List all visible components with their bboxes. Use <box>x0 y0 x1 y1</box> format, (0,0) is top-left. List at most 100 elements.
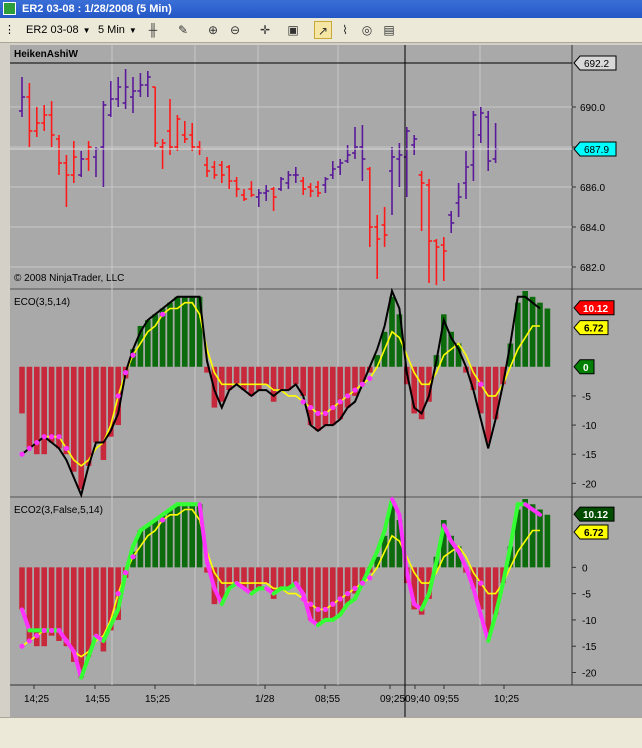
signal-dot <box>130 554 136 560</box>
histogram-bar <box>174 504 181 568</box>
histogram-bar <box>93 366 99 443</box>
signal-dot <box>34 633 40 639</box>
histogram-bar <box>300 366 306 396</box>
histogram-bar <box>537 302 543 367</box>
window-titlebar[interactable]: ER2 03-08 : 1/28/2008 (5 Min) <box>0 0 642 18</box>
eco2-line-segment <box>419 591 431 612</box>
histogram-bar <box>34 366 40 455</box>
eco2-line-segment <box>212 586 224 607</box>
osc-tick-label: -15 <box>582 450 597 461</box>
histogram-bar <box>167 302 173 367</box>
eco-zero-badge <box>573 359 595 375</box>
signal-dot <box>367 375 373 382</box>
histogram-bar <box>322 567 329 620</box>
histogram-bar <box>478 567 484 610</box>
histogram-bar <box>544 514 551 568</box>
eco-line <box>21 287 541 499</box>
window-title: ER2 03-08 : 1/28/2008 (5 Min) <box>22 3 172 15</box>
eco2-line-segment <box>86 633 98 659</box>
signal-dot <box>41 434 47 440</box>
signal-dot <box>345 393 351 399</box>
signal-dot <box>359 580 365 586</box>
histogram-bar <box>285 366 292 391</box>
chevron-down-icon: ▼ <box>128 26 137 35</box>
signal-dot <box>56 627 62 634</box>
eco2-line-segment <box>375 528 387 554</box>
histogram-bar <box>337 567 343 615</box>
instrument-selector[interactable]: ER2 03-08 ▼ <box>26 21 91 39</box>
histogram-bar <box>270 567 277 599</box>
histogram-bar <box>418 366 425 420</box>
pencil-icon[interactable]: ✎ <box>177 23 189 37</box>
grip-icon: ⋮ <box>4 24 15 36</box>
signal-dot <box>359 381 365 387</box>
crosshair-icon[interactable]: ✛ <box>259 23 271 37</box>
last-price-badge <box>573 141 617 157</box>
histogram-bar <box>167 509 173 568</box>
histogram-bar <box>367 366 373 373</box>
histogram-bar <box>241 366 247 391</box>
chevron-down-icon: ▼ <box>82 26 91 35</box>
chart-toolbar: ⋮ ER2 03-08 ▼ 5 Min ▼ ╫ ✎ ⊕ ⊖ ✛ ▣ ↗ ⌇ ◎ ▤ <box>0 18 642 43</box>
properties-icon[interactable]: ▣ <box>287 23 299 37</box>
histogram-bar <box>233 567 240 584</box>
zoom-out-icon[interactable]: ⊖ <box>229 23 241 37</box>
interval-selector[interactable]: 5 Min ▼ <box>98 21 137 39</box>
histogram-bar <box>330 366 336 426</box>
histogram-bar <box>485 567 491 636</box>
histogram-bar <box>300 567 306 594</box>
price-tick-label: 690.0 <box>580 103 605 114</box>
signal-dot <box>34 439 40 446</box>
histogram-bar <box>278 567 284 589</box>
top-price-badge <box>573 55 617 71</box>
histogram-bar <box>478 366 484 414</box>
histogram-bar <box>256 567 262 589</box>
eco2-line-segment <box>293 581 306 596</box>
signal-dot <box>345 591 351 597</box>
signal-dot <box>63 445 69 451</box>
histogram-bar <box>455 546 462 568</box>
eco2-line-segment <box>501 544 513 586</box>
histogram-bar <box>485 366 491 443</box>
eco2-line-segment <box>108 607 121 628</box>
last-price-badge-label: 687.9 <box>584 145 609 156</box>
indicators-icon[interactable]: ⌇ <box>342 23 348 37</box>
eco2-line-segment <box>471 586 483 617</box>
zoom-in-icon[interactable]: ⊕ <box>207 23 219 37</box>
data-box-icon[interactable]: ▤ <box>383 23 395 37</box>
histogram-bar <box>441 520 447 568</box>
histogram-bar <box>315 366 321 431</box>
histogram-bar <box>455 343 462 367</box>
histogram-bar <box>189 504 195 568</box>
histogram-bar <box>93 567 99 636</box>
eco2-line-segment <box>123 544 135 575</box>
histogram-bar <box>248 366 255 396</box>
histogram-bar <box>85 567 92 657</box>
time-tick-label: 1/28 <box>255 694 275 705</box>
eco2-line-segment <box>508 502 520 549</box>
instrument-label: ER2 03-08 <box>26 24 79 36</box>
histogram-bar <box>500 366 506 385</box>
signal-dot <box>322 606 328 613</box>
signal-dot <box>160 311 166 317</box>
signal-dot <box>26 445 32 451</box>
histogram-bar <box>130 349 136 367</box>
histogram-bar <box>529 504 536 568</box>
histogram-bar <box>19 366 25 414</box>
disabled-icon[interactable]: ◎ <box>361 23 373 37</box>
signal-dot <box>337 596 343 602</box>
histogram-bar <box>492 567 499 615</box>
histogram-bar <box>263 366 269 385</box>
bar-type-icon[interactable]: ╫ <box>148 23 158 37</box>
strategy-icon[interactable]: ↗ <box>314 21 332 39</box>
eco2-signal-badge <box>573 524 609 540</box>
histogram-bar <box>529 296 536 367</box>
eco2-line-segment <box>205 560 217 591</box>
eco2-value-badge <box>573 506 615 522</box>
time-tick-label: 09;55 <box>434 694 459 705</box>
histogram-bar <box>108 366 114 437</box>
signal-dot <box>115 591 121 597</box>
osc-panel-label: ECO2(3,False,5,14) <box>14 505 103 516</box>
